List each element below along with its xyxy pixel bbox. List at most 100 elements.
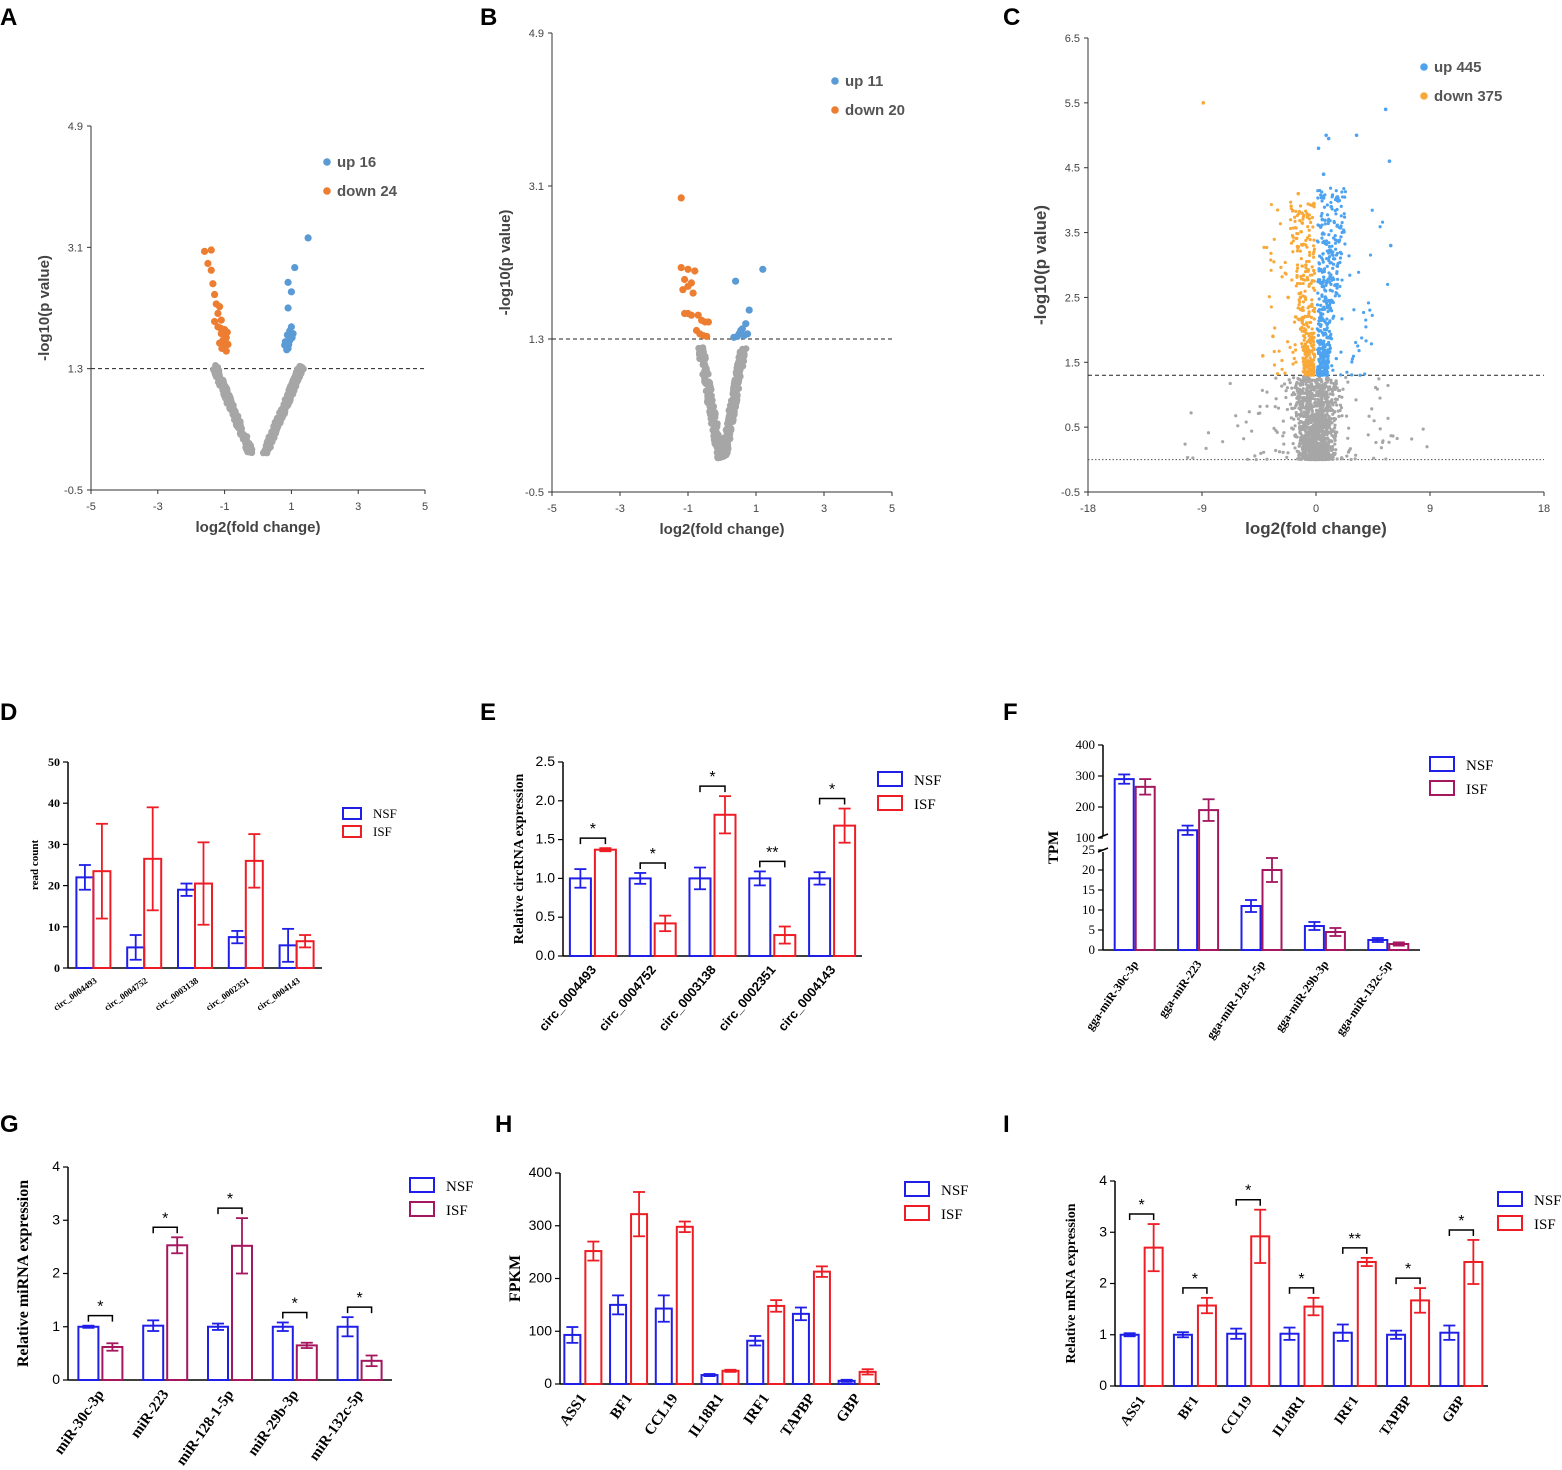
up-point (1336, 196, 1340, 200)
down-point (689, 289, 697, 297)
ns-point (1326, 440, 1331, 444)
down-point (204, 259, 212, 268)
ns-point (1300, 389, 1304, 393)
y-tick-label: 40 (48, 796, 60, 810)
up-point (1335, 271, 1339, 275)
up-point (1319, 303, 1323, 308)
bar (142, 1324, 165, 1382)
ns-point (1344, 414, 1349, 418)
down-point (1312, 363, 1316, 367)
down-point (1299, 274, 1303, 279)
y-tick-label: 300 (529, 1217, 553, 1233)
ns-point (1305, 449, 1309, 453)
down-point (1294, 284, 1298, 288)
ns-point (295, 372, 303, 379)
down-point (1308, 273, 1312, 277)
up-point (1354, 340, 1358, 345)
bar (101, 1345, 124, 1381)
down-point (1312, 317, 1316, 321)
up-point (1361, 310, 1366, 315)
down-point (1298, 218, 1302, 223)
significance-marker: * (709, 769, 715, 786)
up-point (1318, 369, 1322, 374)
down-point (1302, 316, 1306, 320)
ns-point (1386, 416, 1390, 420)
up-point (1320, 211, 1324, 216)
ns-point (1319, 448, 1323, 452)
ns-point (1315, 380, 1319, 384)
x-tick-label: 18 (1538, 503, 1550, 515)
up-point (1333, 234, 1337, 238)
ns-point (1347, 448, 1351, 452)
ns-point (1262, 450, 1266, 454)
y-tick-label: 100 (1076, 830, 1096, 845)
up-point (1343, 242, 1347, 246)
down-point (210, 317, 219, 326)
down-point (1306, 278, 1310, 282)
up-point (1350, 360, 1354, 364)
up-point (1388, 243, 1393, 248)
ns-point (1299, 396, 1303, 400)
ns-point (213, 373, 221, 381)
ns-point (1372, 456, 1376, 460)
ns-point (1329, 445, 1333, 449)
up-point (289, 330, 297, 338)
ns-point (1254, 457, 1258, 462)
down-point (1286, 340, 1290, 344)
ns-point (1302, 410, 1306, 414)
bar (295, 1344, 318, 1381)
y-axis-label: Relative circRNA expression (512, 774, 527, 945)
up-point (1319, 193, 1323, 197)
down-point (1310, 265, 1314, 269)
down-point (1310, 215, 1315, 220)
up-point (1334, 212, 1338, 216)
ns-point (245, 440, 253, 447)
down-point (681, 275, 689, 284)
significance-marker: * (1458, 1213, 1464, 1230)
ns-point (1317, 410, 1321, 414)
up-point (1334, 356, 1338, 361)
up-point (1334, 247, 1338, 251)
ns-point (1297, 388, 1301, 392)
down-point (1310, 298, 1314, 302)
up-point (1321, 260, 1325, 264)
ns-point (1327, 388, 1331, 392)
ns-point (296, 365, 304, 373)
ns-point (1327, 403, 1331, 407)
bar (1303, 1305, 1324, 1387)
significance-bracket (1235, 1198, 1261, 1206)
up-point (1325, 317, 1329, 321)
x-tick-label: -1 (220, 501, 230, 513)
y-tick-label: 3 (1099, 1223, 1107, 1239)
ns-point (1328, 392, 1332, 396)
up-point (1325, 306, 1330, 310)
down-point (1295, 266, 1300, 270)
ns-point (1272, 426, 1276, 430)
up-point (1322, 358, 1326, 362)
ns-point (1345, 454, 1349, 458)
ns-point (273, 425, 281, 433)
ns-point (233, 414, 241, 422)
legend-swatch (409, 1177, 435, 1193)
y-tick-label: 50 (48, 755, 60, 769)
y-tick-label: 25 (1082, 842, 1095, 857)
down-point (1290, 278, 1294, 282)
up-point (1385, 282, 1390, 287)
significance-marker: * (356, 1290, 362, 1307)
ns-point (1314, 415, 1319, 419)
up-point (1360, 336, 1364, 340)
down-point (1275, 208, 1280, 212)
legend-label: down 24 (337, 183, 398, 200)
ns-point (1314, 412, 1318, 416)
up-point (1318, 188, 1322, 193)
ns-point (1340, 395, 1344, 399)
ns-point (1329, 378, 1333, 382)
down-point (1295, 263, 1300, 267)
down-point (1303, 342, 1307, 346)
up-point (1319, 355, 1323, 359)
down-point (1305, 214, 1310, 218)
volcano-plot-A: -0.5 1.3 3.1 4.9 -5 -3 -1 1 3 5 up 16 down 24 log2(f… (36, 121, 428, 536)
up-point (1322, 267, 1327, 271)
x-tick-label: circ_0004493 (536, 962, 600, 1034)
